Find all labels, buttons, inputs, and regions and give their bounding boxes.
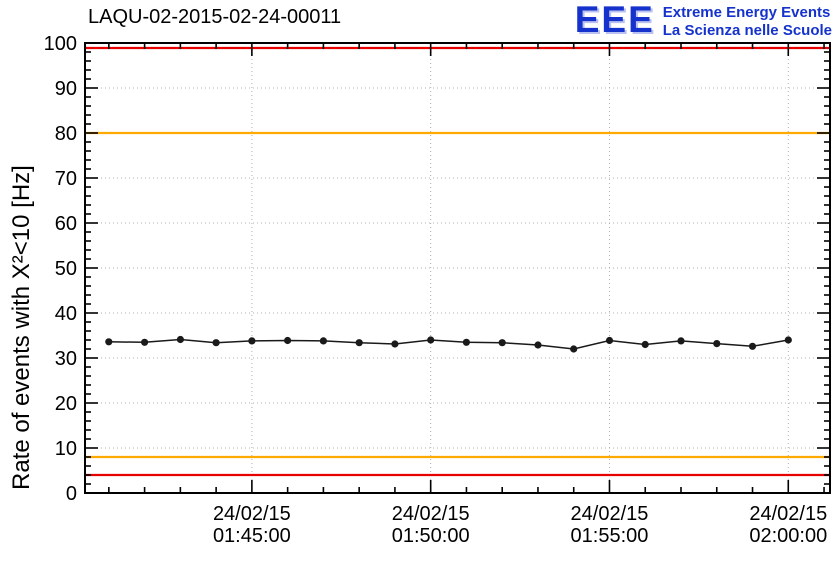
y-tick-label: 40 [55, 303, 77, 325]
eee-logo-line2: La Scienza nelle Scuole [662, 22, 832, 40]
data-point [677, 337, 685, 345]
grid-lines [85, 43, 830, 493]
data-point [462, 338, 470, 346]
data-point [141, 338, 149, 346]
reference-lines [85, 46, 830, 477]
y-tick-label: 100 [44, 33, 77, 55]
y-tick-label: 0 [66, 483, 77, 505]
y-tick-label: 20 [55, 393, 77, 415]
y-tick-label: 70 [55, 168, 77, 190]
eee-logo: EEE Extreme Energy Events La Scienza nel… [574, 0, 832, 41]
axis-ticks [85, 42, 830, 494]
data-point [355, 339, 363, 347]
data-point [570, 345, 578, 353]
data-point [319, 337, 327, 345]
y-tick-label: 10 [55, 438, 77, 460]
y-tick-label: 60 [55, 213, 77, 235]
y-tick-label: 50 [55, 258, 77, 280]
eee-logo-line1: Extreme Energy Events [662, 4, 831, 21]
y-tick-label: 90 [55, 78, 77, 100]
data-point [641, 340, 649, 349]
x-tick-label-date: 24/02/15 [392, 503, 470, 525]
data-point [498, 339, 506, 347]
y-tick-label: 80 [55, 123, 77, 145]
series-rate [105, 335, 792, 353]
eee-logo-acronym: EEE [574, 0, 655, 40]
data-point [784, 336, 792, 344]
data-point [605, 336, 614, 345]
data-point [534, 341, 542, 349]
x-tick-label-time: 01:45:00 [213, 525, 291, 547]
x-tick-label-date: 24/02/15 [571, 503, 649, 525]
x-tick-label-time: 01:55:00 [571, 525, 649, 547]
y-tick-label: 30 [55, 348, 77, 370]
x-tick-label-date: 24/02/15 [749, 503, 827, 525]
data-point [427, 336, 435, 344]
data-point [391, 340, 399, 348]
data-point [713, 340, 721, 348]
series-line [108, 338, 789, 350]
x-tick-label-time: 02:00:00 [749, 525, 827, 547]
eee-logo-text: Extreme Energy Events La Scienza nelle S… [663, 2, 832, 41]
data-point [176, 335, 184, 344]
data-point [105, 338, 113, 346]
page-title: LAQU-02-2015-02-24-00011 [88, 6, 342, 28]
data-point [748, 342, 757, 350]
x-tick-label-time: 01:50:00 [392, 525, 470, 547]
data-point [248, 337, 256, 345]
data-point [212, 339, 220, 347]
axis-tick-labels: 010203040506070809010024/02/1501:45:0024… [44, 33, 828, 547]
data-point [284, 336, 292, 345]
x-tick-label-date: 24/02/15 [213, 503, 291, 525]
